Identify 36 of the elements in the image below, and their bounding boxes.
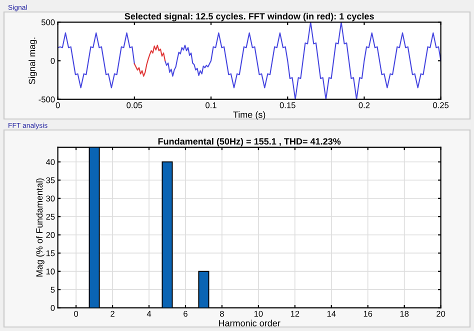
x-tick-label: 16 (364, 310, 372, 317)
y-tick-label: 40 (46, 159, 55, 165)
y-tick-label: 20 (46, 232, 55, 238)
y-axis-title: Signal mag. (28, 38, 37, 84)
y-tick-label: 35 (46, 177, 55, 184)
x-tick-label: 2 (110, 310, 114, 317)
y-axis-title: Mag (% of Fundamental) (36, 178, 44, 276)
x-tick-label: 6 (184, 310, 188, 317)
y-tick-label: 5 (50, 286, 55, 293)
x-tick-label: 0.25 (433, 102, 449, 108)
x-tick-label: 20 (436, 310, 446, 317)
line-series (134, 44, 166, 77)
x-tick-label: 10 (254, 310, 263, 317)
x-tick-label: 12 (290, 310, 300, 317)
x-axis-title: Time (s) (233, 111, 266, 120)
y-tick-label: -500 (38, 96, 55, 102)
x-tick-label: 0 (56, 102, 60, 108)
x-tick-label: 0.15 (280, 102, 296, 108)
chart-title: Selected signal: 12.5 cycles. FFT window (in red): 1 cycles (124, 12, 374, 22)
y-tick-label: 0 (50, 305, 55, 311)
x-axis-title: Harmonic order (218, 320, 280, 326)
y-tick-label: 10 (46, 268, 55, 274)
y-tick-label: 0 (50, 58, 55, 64)
x-tick-label: 18 (400, 310, 409, 317)
x-tick-label: 0.05 (126, 102, 142, 108)
y-tick-label: 25 (46, 214, 55, 220)
y-tick-label: 500 (41, 19, 55, 26)
y-tick-label: 30 (46, 196, 55, 202)
y-tick-label: 15 (46, 250, 55, 256)
x-tick-label: 0.2 (358, 102, 370, 108)
x-tick-label: 14 (327, 310, 336, 317)
x-tick-label: 0 (74, 310, 78, 317)
x-tick-label: 4 (146, 310, 152, 317)
x-tick-label: 0.1 (206, 102, 216, 108)
x-tick-label: 8 (220, 310, 224, 317)
chart-title: Fundamental (50Hz) = 155.1 , THD= 41.23% (158, 138, 341, 146)
